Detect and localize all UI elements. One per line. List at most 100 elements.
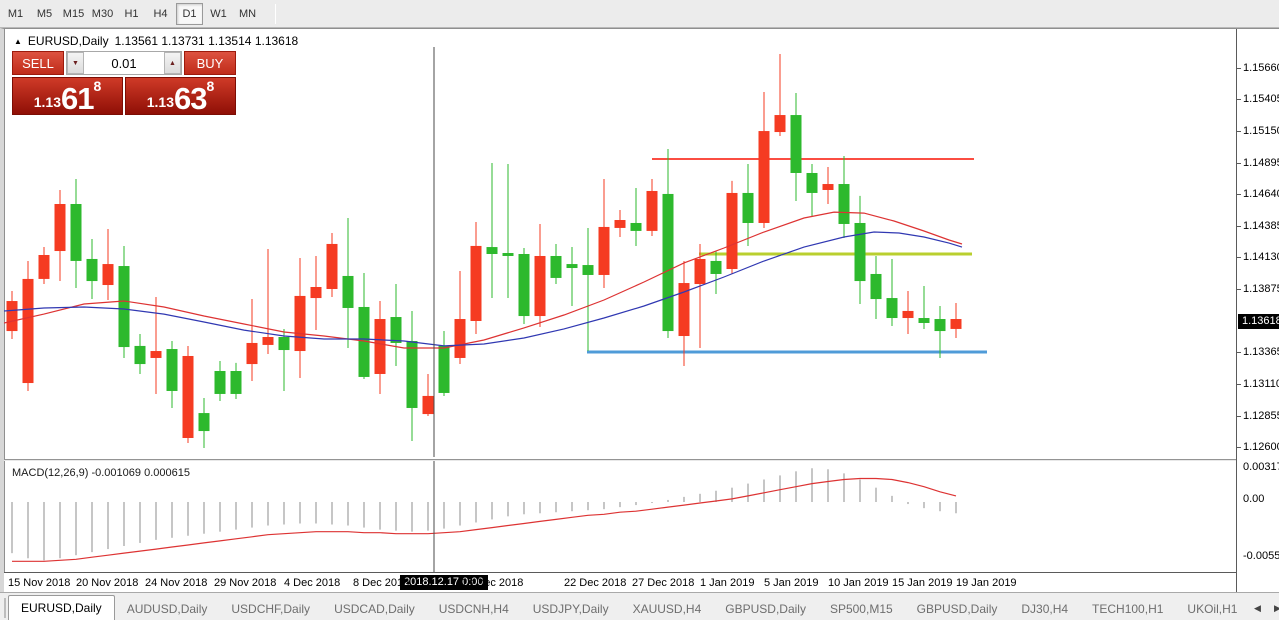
buy-price-point: 8 (206, 78, 215, 94)
date-tick-label: 20 Nov 2018 (76, 577, 139, 589)
chart-tab-sp500-m15[interactable]: SP500,M15 (829, 602, 893, 616)
candle-body (614, 220, 626, 228)
chart-tab-usdchf-daily[interactable]: USDCHF,Daily (231, 602, 311, 616)
macd-histogram-bar (955, 502, 957, 514)
price-tick-mark (1237, 257, 1241, 259)
chart-tab-usdjpy-daily[interactable]: USDJPY,Daily (532, 602, 609, 616)
price-tick-mark (1237, 130, 1241, 132)
price-scale[interactable]: 1.13618 1.15660 1.15405 1.15150 1.14895 1.14… (1236, 29, 1279, 592)
volume-increase-icon[interactable]: ▲ (164, 52, 181, 74)
date-tick-label: 22 Dec 2018 (564, 577, 627, 589)
macd-histogram-bar (107, 502, 109, 550)
candle-body (294, 295, 306, 352)
volume-decrease-icon[interactable]: ▼ (67, 52, 84, 74)
chart-canvas[interactable]: ▲ EURUSD,Daily 1.13561 1.13731 1.13514 1… (4, 29, 1236, 457)
current-price-badge: 1.13618 (1238, 314, 1279, 329)
collapse-triangle-icon[interactable]: ▲ (14, 36, 22, 46)
macd-histogram-bar (331, 502, 333, 525)
timeframe-button-m15[interactable]: M15 (62, 7, 85, 20)
tab-scroll-arrows: ◀ ▶ (1249, 600, 1279, 620)
candle-body (166, 349, 178, 391)
chart-tab-usdcad-daily[interactable]: USDCAD,Daily (334, 602, 415, 616)
price-tick-label: 1.15150 (1243, 124, 1279, 137)
macd-tick-label: 0.00 (1243, 493, 1265, 505)
timeframe-button-d1[interactable]: D1 (176, 2, 203, 25)
price-tick-label: 1.14385 (1243, 219, 1279, 232)
macd-histogram-bar (523, 502, 525, 515)
timeframe-button-mn[interactable]: MN (238, 7, 257, 20)
chart-tab-xauusd-h4[interactable]: XAUUSD,H4 (632, 602, 702, 616)
macd-indicator-label: MACD(12,26,9) -0.001069 0.000615 (12, 467, 190, 479)
buy-button[interactable]: BUY (184, 51, 236, 75)
timeframe-button-h1[interactable]: H1 (124, 7, 139, 20)
chart-tab-tech100-h1[interactable]: TECH100,H1 (1092, 602, 1164, 616)
macd-histogram-bar (299, 502, 301, 524)
macd-histogram-bar (779, 475, 781, 502)
toolbar-separator (275, 3, 276, 24)
candle-body (406, 340, 418, 408)
macd-plot[interactable] (4, 461, 1236, 599)
macd-histogram-bar (571, 502, 573, 512)
price-tick-label: 1.13875 (1243, 283, 1279, 296)
chart-tab-audusd-daily[interactable]: AUDUSD,Daily (126, 602, 208, 616)
buy-price-button[interactable]: 1.13 63 8 (125, 77, 236, 115)
chart-tab-dj30-h4[interactable]: DJ30,H4 (1021, 602, 1069, 616)
macd-panel[interactable]: MACD(12,26,9) -0.001069 0.000615 (4, 459, 1236, 599)
macd-histogram-bar (91, 502, 93, 553)
chart-tab-usdcnh-h4[interactable]: USDCNH,H4 (438, 602, 509, 616)
candle-body (646, 190, 658, 231)
price-tick-label: 1.14130 (1243, 251, 1279, 264)
candle-body (550, 255, 562, 278)
buy-price-whole: 1.13 (146, 94, 174, 110)
timeframe-button-m30[interactable]: M30 (91, 7, 114, 20)
sell-price-button[interactable]: 1.13 61 8 (12, 77, 123, 115)
candle-body (422, 395, 434, 415)
chart-tab-ukoil-h1[interactable]: UKOil,H1 (1187, 602, 1238, 616)
date-axis[interactable]: 2018.12.17 0:00 15 Nov 2018 20 Nov 2018 24… (4, 572, 1236, 592)
candle-body (790, 115, 802, 173)
price-tick-mark (1237, 67, 1241, 69)
price-tick-mark (1237, 352, 1241, 354)
candle-body (758, 131, 770, 223)
candle-body (118, 266, 130, 348)
candle-body (278, 337, 290, 351)
macd-histogram-bar (507, 502, 509, 517)
moving-average-red (4, 211, 963, 349)
candle-body (358, 306, 370, 377)
candle-body (566, 264, 578, 269)
tab-scroll-right-icon[interactable]: ▶ (1273, 602, 1279, 613)
candle-body (870, 273, 882, 300)
chart-title: ▲ EURUSD,Daily 1.13561 1.13731 1.13514 1… (14, 34, 298, 48)
date-tick-label: 5 Jan 2019 (764, 577, 819, 589)
timeframe-button-m1[interactable]: M1 (7, 7, 24, 20)
macd-histogram-bar (139, 502, 141, 543)
candle-body (598, 226, 610, 275)
macd-histogram-bar (187, 502, 189, 536)
macd-histogram-bar (155, 502, 157, 540)
chart-tab-gbpusd-daily[interactable]: GBPUSD,Daily (916, 602, 998, 616)
macd-histogram-bar (475, 502, 477, 523)
volume-value[interactable]: 0.01 (111, 55, 137, 71)
price-tick-label: 1.14895 (1243, 156, 1279, 169)
sell-button[interactable]: SELL (12, 51, 64, 75)
macd-histogram-bar (27, 502, 29, 559)
date-tick-label: 24 Nov 2018 (145, 577, 208, 589)
price-tick-mark (1237, 384, 1241, 386)
candle-body (102, 264, 114, 286)
timeframe-button-h4[interactable]: H4 (153, 7, 168, 20)
macd-histogram-bar (843, 473, 845, 502)
macd-histogram-bar (555, 502, 557, 513)
date-tick-label: 15 Jan 2019 (892, 577, 953, 589)
buy-price-pips: 63 (173, 80, 207, 116)
candle-body (534, 255, 546, 317)
tab-scroll-left-icon[interactable]: ◀ (1253, 602, 1261, 613)
timeframe-button-m5[interactable]: M5 (36, 7, 53, 20)
timeframe-button-w1[interactable]: W1 (210, 7, 227, 20)
macd-histogram-bar (939, 502, 941, 512)
candlestick-plot[interactable] (4, 29, 1236, 457)
candle-body (742, 192, 754, 223)
macd-histogram-bar (347, 502, 349, 526)
chart-tab-gbpusd-daily[interactable]: GBPUSD,Daily (725, 602, 806, 616)
price-tick-mark (1237, 225, 1241, 227)
chart-tab-eurusd-daily[interactable]: EURUSD,Daily (8, 595, 115, 620)
